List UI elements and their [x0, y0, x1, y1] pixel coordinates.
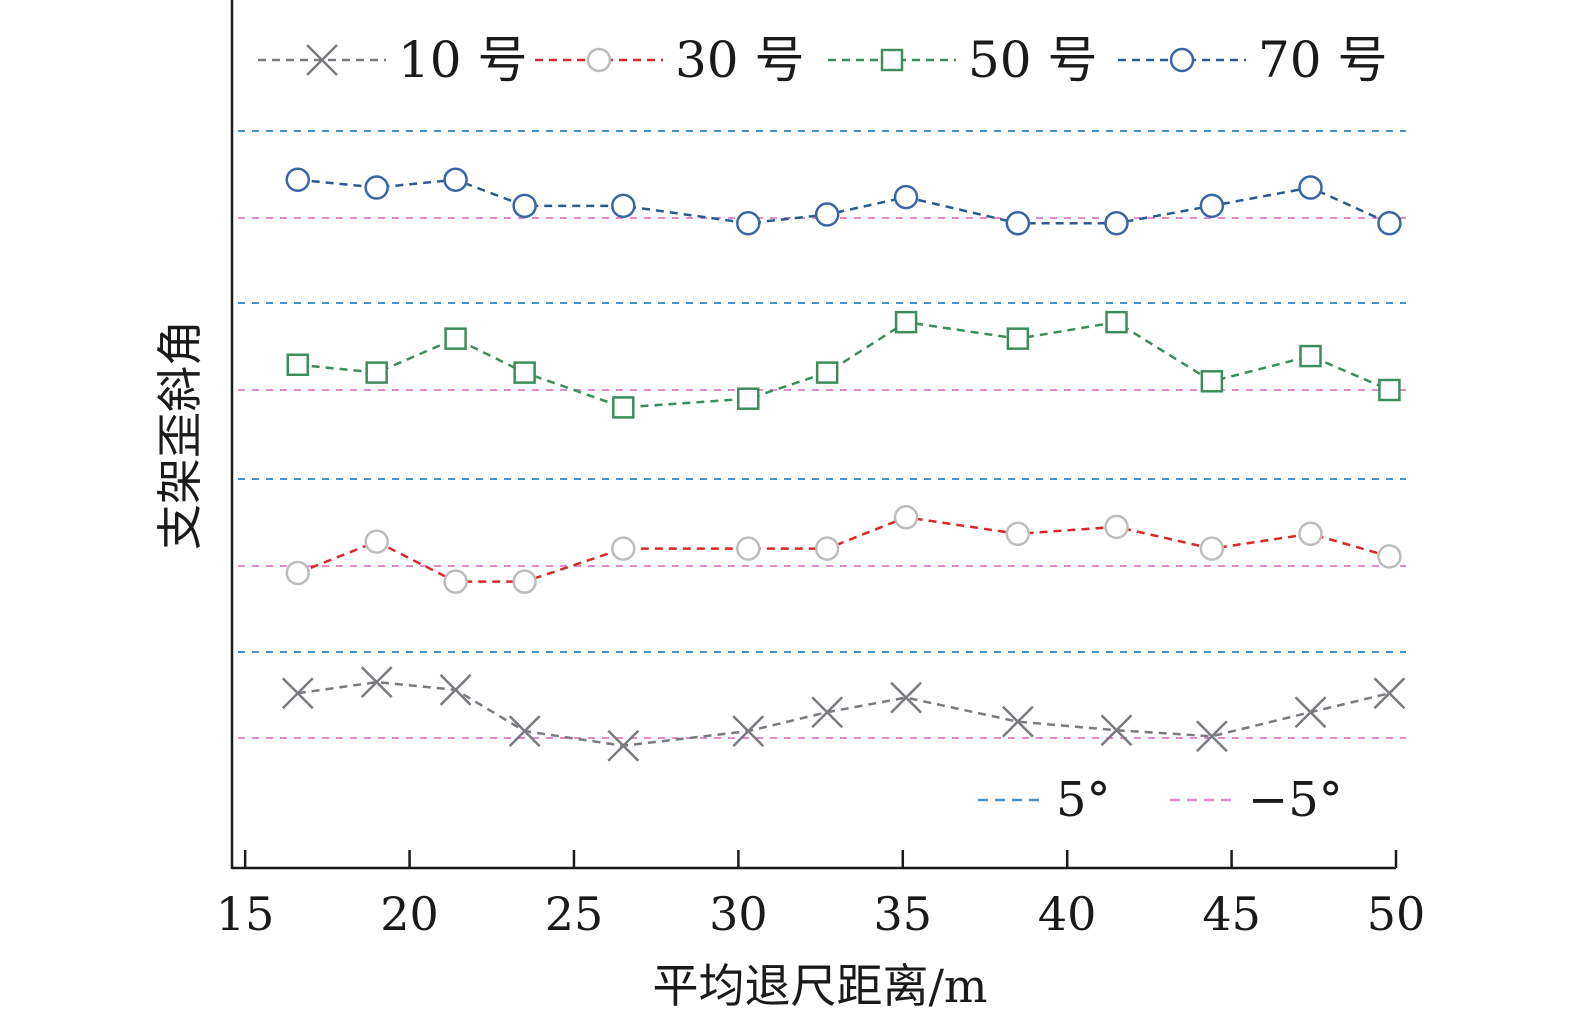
data-point	[1104, 210, 1129, 236]
x-tick-label: 30	[709, 887, 768, 941]
x-tick-label: 15	[216, 887, 275, 941]
legend-marker	[1169, 47, 1195, 73]
data-point	[513, 361, 536, 384]
data-point	[1199, 193, 1225, 219]
data-point	[893, 184, 919, 210]
data-point	[736, 387, 760, 410]
legend-label: 10 号	[398, 31, 528, 89]
legend-label: 30 号	[675, 31, 805, 89]
data-point	[439, 673, 472, 706]
legend-item-2: 30 号	[535, 31, 805, 89]
series-layer	[281, 167, 1406, 762]
data-point	[612, 396, 635, 419]
data-point	[1298, 521, 1323, 547]
data-point	[1006, 327, 1030, 350]
data-point	[1195, 720, 1228, 753]
legend-marker	[586, 47, 612, 73]
data-point	[607, 729, 640, 762]
data-point	[811, 696, 844, 729]
reference-legend-label: −5°	[1248, 772, 1343, 828]
data-point	[512, 569, 537, 594]
data-point	[1200, 370, 1224, 393]
data-point	[732, 715, 765, 748]
legend-label: 50 号	[968, 31, 1098, 89]
data-point	[1100, 714, 1133, 747]
data-point	[814, 536, 840, 561]
data-point	[611, 536, 636, 561]
data-point	[1377, 210, 1402, 236]
x-tick-label: 50	[1367, 887, 1426, 941]
reference-legend-item-2: −5°	[1170, 772, 1343, 828]
data-point	[1377, 544, 1402, 569]
data-point	[893, 505, 919, 530]
reference-legend: 5° −5°	[978, 772, 1343, 828]
series-2	[285, 505, 1402, 594]
data-point	[814, 202, 840, 227]
data-point	[364, 175, 389, 200]
data-point	[1294, 696, 1327, 729]
data-point	[894, 310, 918, 334]
data-point	[1105, 310, 1128, 334]
data-point	[890, 681, 922, 714]
legend-label: 70 号	[1258, 31, 1388, 89]
x-ticks: 15 20 25 30 35 40 45 50	[216, 850, 1425, 941]
x-tick-label: 25	[545, 887, 604, 941]
data-point	[444, 327, 467, 350]
legend-marker	[880, 48, 904, 72]
data-point	[285, 560, 311, 586]
data-point	[815, 361, 839, 384]
data-point	[1001, 705, 1034, 738]
series-line	[297, 680, 1390, 748]
data-point	[365, 361, 388, 384]
reference-legend-item-1: 5°	[978, 772, 1111, 828]
legend-item-4: 70 号	[1118, 31, 1388, 89]
data-point	[443, 167, 468, 192]
data-point	[1378, 378, 1401, 402]
data-point	[1005, 521, 1031, 547]
data-point	[364, 529, 389, 554]
data-point	[1373, 677, 1406, 710]
series-1	[281, 666, 1406, 762]
data-point	[1199, 536, 1225, 561]
data-point	[1298, 175, 1323, 200]
data-point	[1104, 514, 1129, 540]
data-point	[443, 569, 468, 594]
x-axis-title: 平均退尺距离/m	[652, 959, 987, 1013]
series-3	[286, 310, 1401, 419]
data-point	[735, 210, 761, 236]
legend: 10 号 30 号 50 号 70 号	[258, 31, 1388, 89]
legend-item-3: 50 号	[828, 31, 1098, 89]
data-point	[281, 677, 314, 710]
data-point	[360, 666, 393, 698]
data-point	[1005, 210, 1031, 236]
series-4	[285, 167, 1402, 236]
x-tick-label: 45	[1202, 887, 1261, 941]
data-point	[611, 193, 636, 219]
axes: 15 20 25 30 35 40 45 50	[216, 0, 1425, 941]
reference-legend-label: 5°	[1056, 772, 1111, 828]
data-point	[508, 715, 541, 748]
data-point	[735, 536, 761, 561]
x-tick-label: 40	[1038, 887, 1097, 941]
data-point	[286, 353, 310, 377]
x-tick-label: 20	[380, 887, 439, 941]
y-axis-title: 支架歪斜角	[153, 320, 207, 550]
x-tick-label: 35	[874, 887, 933, 941]
data-point	[512, 193, 537, 219]
legend-item-1: 10 号	[258, 31, 528, 89]
data-point	[1299, 344, 1322, 368]
data-point	[285, 167, 311, 192]
legend-marker	[306, 44, 338, 76]
